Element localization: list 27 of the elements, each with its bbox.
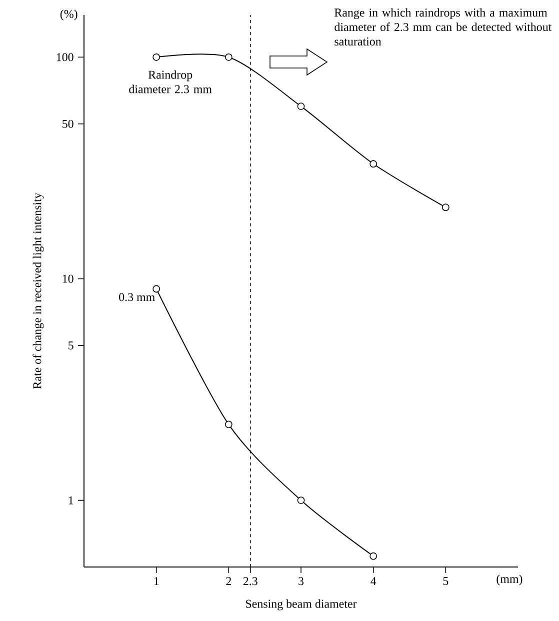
x-tick-label: 4 bbox=[370, 577, 376, 586]
text: (mm) bbox=[496, 574, 522, 586]
point bbox=[370, 160, 378, 168]
point bbox=[442, 204, 450, 212]
x-tick-label: 2 bbox=[226, 577, 231, 586]
text: (%) bbox=[60, 10, 78, 20]
x-tick-label: 1 bbox=[154, 577, 159, 586]
x-tick-label: 2.3 bbox=[243, 577, 258, 586]
y-axis-title: Rate of change in received light intensity bbox=[32, 192, 44, 389]
point bbox=[370, 552, 378, 560]
y-tick-label: 100 bbox=[56, 53, 74, 62]
x-tick-label: 5 bbox=[443, 577, 448, 586]
y-tick-label: 10 bbox=[62, 274, 74, 283]
point bbox=[152, 285, 160, 293]
point bbox=[152, 53, 160, 61]
y-tick-label: 1 bbox=[68, 496, 74, 504]
x-axis-title: Sensing beam diameter bbox=[246, 599, 357, 610]
point bbox=[224, 53, 232, 61]
point bbox=[297, 496, 305, 504]
series-label: 0.3 mm bbox=[119, 293, 155, 302]
y-tick-label: 50 bbox=[62, 120, 74, 128]
x-tick-label: 3 bbox=[298, 577, 304, 586]
point bbox=[224, 420, 232, 428]
series-label: Raindrop diameter 2.3 mm bbox=[129, 70, 212, 94]
annotation: Range in which raindrops with a maximum diameter of 2.3 mm can be detected without saturation bbox=[334, 8, 552, 46]
y-tick-label: 5 bbox=[68, 341, 74, 350]
point bbox=[297, 102, 305, 110]
